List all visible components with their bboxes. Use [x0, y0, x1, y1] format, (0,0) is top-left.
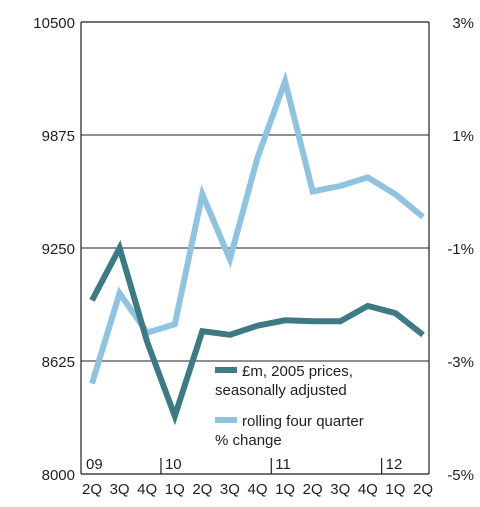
year-label: 12	[386, 456, 403, 473]
year-label: 10	[165, 456, 182, 473]
legend-label: % change	[215, 432, 282, 449]
x-tick-label: 3Q	[110, 481, 130, 498]
gridlines	[81, 134, 429, 362]
x-tick-label: 4Q	[247, 481, 267, 498]
year-label: 11	[275, 456, 291, 473]
plot-frame	[80, 21, 430, 475]
x-axis: 09 10 11 12 2Q 3Q 4Q 1Q 2Q 3Q 4Q 1Q 2Q 3Q 4Q 1Q 2Q	[82, 456, 433, 498]
left-tick-label: 8000	[42, 467, 75, 484]
right-tick-label: -1%	[447, 241, 474, 258]
legend: £m, 2005 prices, seasonally adjusted rolli…	[215, 363, 364, 449]
left-tick-label: 9250	[42, 241, 75, 258]
legend-label: £m, 2005 prices,	[242, 363, 353, 380]
x-tick-label: 2Q	[413, 481, 433, 498]
right-tick-label: 3%	[452, 15, 474, 32]
series-line-pct-change	[89, 71, 425, 385]
x-tick-label: 1Q	[275, 481, 295, 498]
x-tick-label: 2Q	[192, 481, 212, 498]
x-tick-label: 3Q	[330, 481, 350, 498]
x-tick-label: 2Q	[303, 481, 323, 498]
series-layer	[89, 71, 425, 426]
series-line-gbp	[89, 240, 425, 426]
left-tick-label: 10500	[33, 15, 75, 32]
x-tick-label: 4Q	[137, 481, 157, 498]
legend-label: rolling four quarter	[242, 413, 364, 430]
x-tick-label: 1Q	[385, 481, 405, 498]
legend-label: seasonally adjusted	[215, 382, 347, 399]
year-label: 09	[86, 456, 103, 473]
right-axis: 3% 1% -1% -3% -5%	[447, 15, 474, 484]
x-tick-label: 3Q	[220, 481, 240, 498]
right-tick-label: -3%	[447, 354, 474, 371]
x-tick-label: 4Q	[358, 481, 378, 498]
x-tick-label: 1Q	[165, 481, 185, 498]
left-axis: 10500 9875 9250 8625 8000	[33, 15, 75, 484]
left-tick-label: 8625	[42, 354, 75, 371]
x-tick-label: 2Q	[82, 481, 102, 498]
right-tick-label: 1%	[452, 128, 474, 145]
left-tick-label: 9875	[42, 128, 75, 145]
right-tick-label: -5%	[447, 467, 474, 484]
